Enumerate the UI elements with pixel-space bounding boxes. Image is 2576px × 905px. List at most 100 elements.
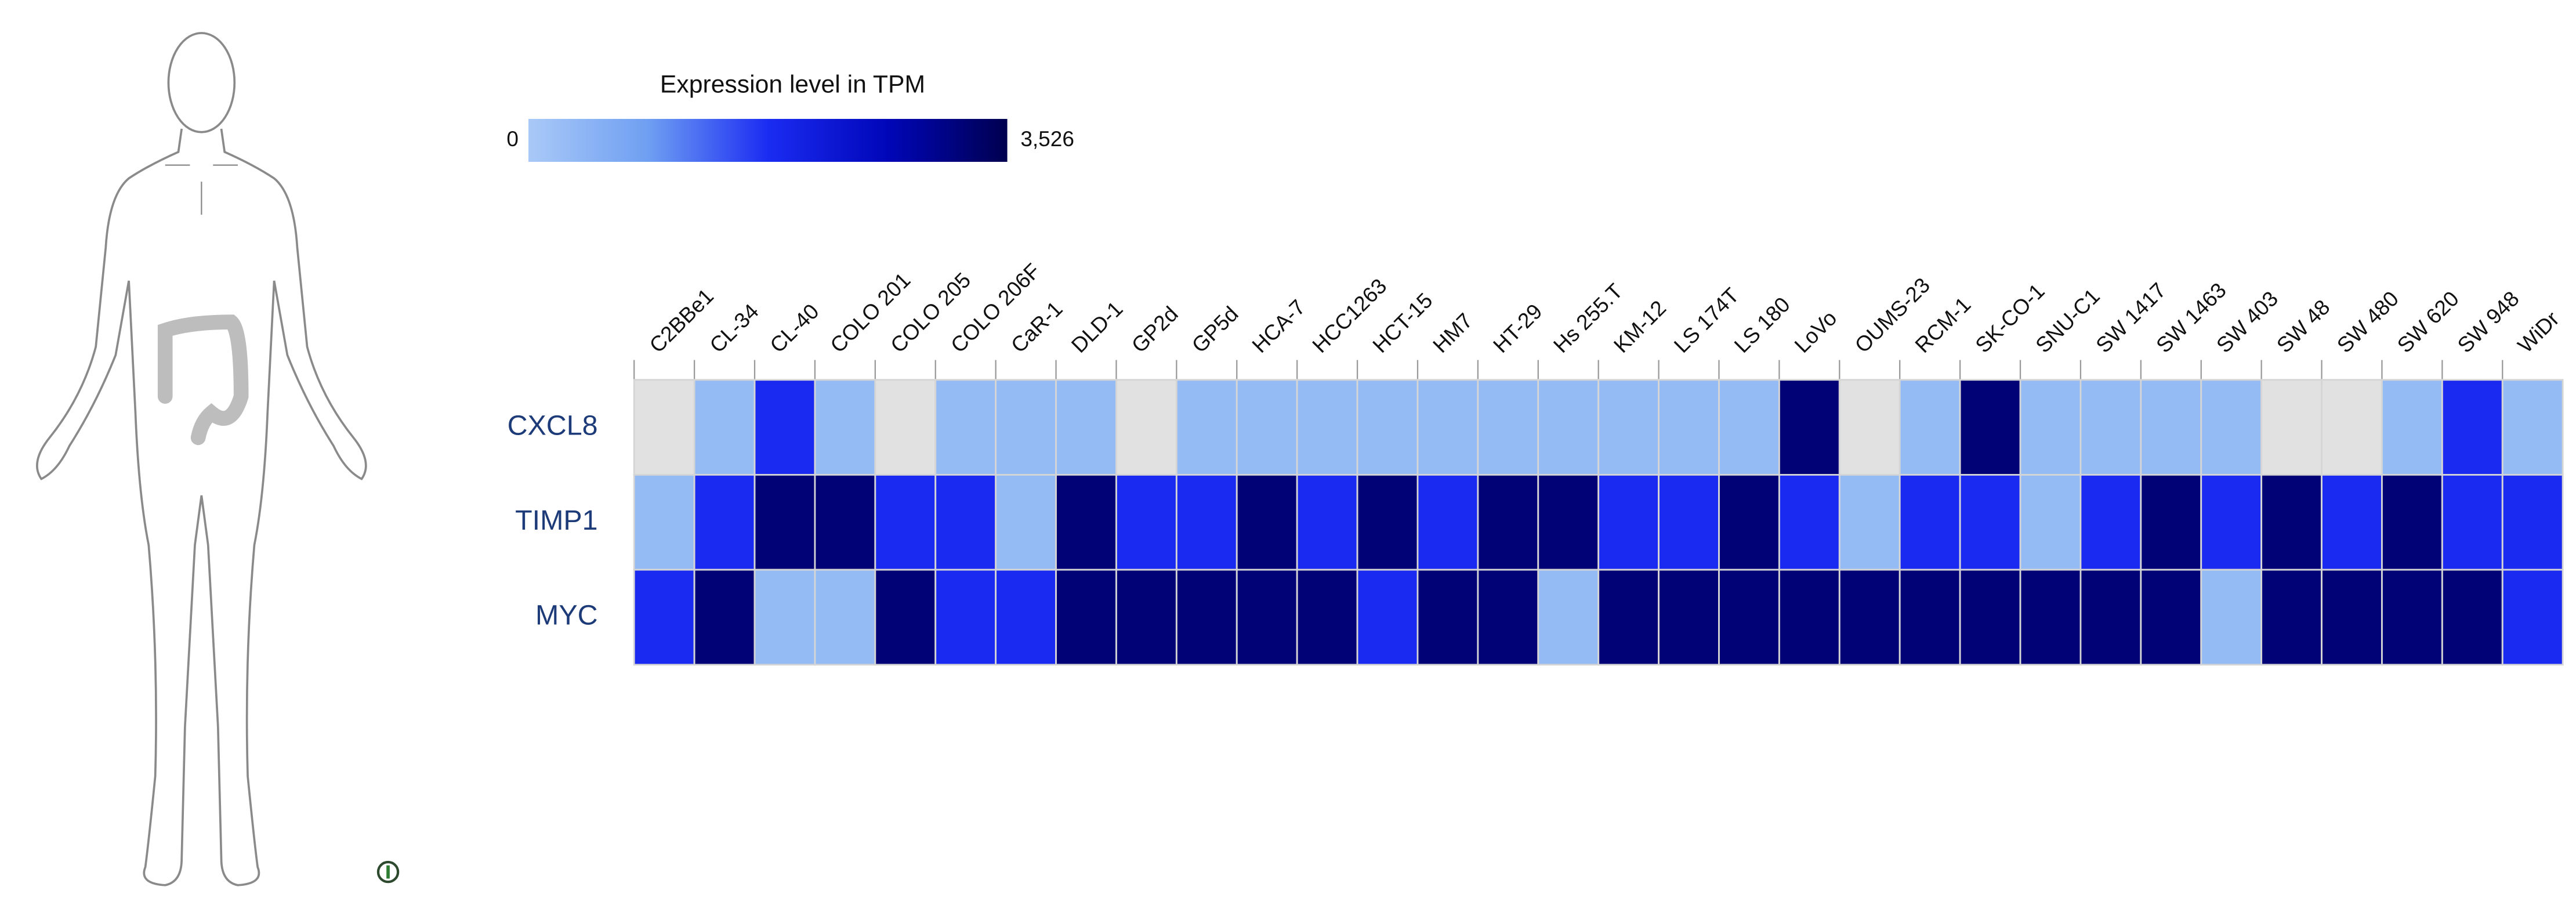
heatmap-cell (874, 569, 937, 666)
column-label: C2BBe1 (645, 284, 718, 357)
heatmap-cell (2079, 379, 2142, 476)
missing-cell (1838, 379, 1901, 476)
heatmap-cell (1597, 379, 1660, 476)
heatmap-cell (2501, 474, 2564, 571)
heatmap-cell (1597, 474, 1660, 571)
heatmap-cell (2321, 569, 2383, 666)
heatmap-cell (874, 474, 937, 571)
heatmap-cell (1537, 474, 1600, 571)
heatmap-cell (1899, 474, 1961, 571)
heatmap-cell (814, 474, 876, 571)
column-label: CL-34 (705, 299, 763, 357)
heatmap-cell (934, 474, 997, 571)
heatmap-cell (2019, 379, 2082, 476)
column-label: HCA-7 (1248, 295, 1310, 358)
heatmap-cell (934, 379, 997, 476)
heatmap-cell (1959, 379, 2021, 476)
heatmap-cell (934, 569, 997, 666)
heatmap-cell (995, 474, 1057, 571)
heatmap-cell (1236, 474, 1298, 571)
heatmap-cell (1597, 569, 1660, 666)
missing-cell (633, 379, 695, 476)
heatmap-cell (2321, 474, 2383, 571)
heatmap-cell (1899, 379, 1961, 476)
heatmap-cell (1356, 569, 1419, 666)
heatmap-cell (1055, 379, 1117, 476)
column-label: GP2d (1127, 302, 1183, 357)
heatmap-cell (1416, 474, 1479, 571)
heatmap-cell (1175, 379, 1238, 476)
heatmap-cell (1838, 569, 1901, 666)
heatmap-cell (1356, 379, 1419, 476)
heatmap-cell (1236, 379, 1298, 476)
row-label: CXCL8 (508, 410, 598, 441)
heatmap-cell (633, 474, 695, 571)
heatmap-cell (2200, 474, 2263, 571)
column-label: SW 480 (2332, 287, 2403, 357)
column-label: LS 174T (1669, 283, 1744, 357)
heatmap-cell (995, 569, 1057, 666)
heatmap-cell (753, 569, 816, 666)
column-label: SW 948 (2453, 287, 2524, 357)
heatmap-cell (1658, 379, 1720, 476)
heatmap-cell (1175, 569, 1238, 666)
column-label: DLD-1 (1067, 296, 1128, 357)
info-icon[interactable] (376, 860, 400, 884)
heatmap-cell (1477, 474, 1539, 571)
heatmap-cell (1416, 379, 1479, 476)
heatmap-cell (2441, 379, 2503, 476)
heatmap-cell (1055, 474, 1117, 571)
heatmap-cell (2079, 569, 2142, 666)
heatmap-cell (2200, 379, 2263, 476)
heatmap-cell (693, 379, 756, 476)
heatmap-cell (2079, 474, 2142, 571)
heatmap-cell (2140, 474, 2202, 571)
heatmap-cell (2140, 379, 2202, 476)
body-figure (36, 32, 367, 886)
heatmap-cell (2140, 569, 2202, 666)
heatmap-cell (2200, 569, 2263, 666)
heatmap-cell (1296, 474, 1358, 571)
heatmap-cell (1296, 379, 1358, 476)
column-label: KM-12 (1609, 296, 1671, 357)
column-label: SW 620 (2393, 287, 2463, 357)
heatmap-cell (693, 474, 756, 571)
heatmap-cell (1658, 569, 1720, 666)
heatmap-cell (1959, 569, 2021, 666)
heatmap-cell (633, 569, 695, 666)
column-label: CaR-1 (1006, 296, 1067, 357)
heatmap-cell (1718, 379, 1780, 476)
heatmap-cell (2381, 474, 2443, 571)
colorbar-tick-label: 3,526 (1020, 127, 1074, 151)
heatmap-cell (2441, 569, 2503, 666)
heatmap-cell (1658, 474, 1720, 571)
heatmap-cell (1477, 569, 1539, 666)
colorbar (528, 118, 1008, 162)
missing-cell (874, 379, 937, 476)
heatmap-cell (2381, 569, 2443, 666)
heatmap-cell (2260, 569, 2323, 666)
heatmap-cell (2019, 569, 2082, 666)
heatmap-cell (2381, 379, 2443, 476)
column-label: WiDr (2513, 307, 2564, 357)
heatmap-cell (753, 474, 816, 571)
heatmap-cell (1236, 569, 1298, 666)
heatmap-cell (1356, 474, 1419, 571)
heatmap-cell (1055, 569, 1117, 666)
heatmap-cell (2441, 474, 2503, 571)
column-label: CL-40 (765, 299, 823, 357)
heatmap-cell (1537, 569, 1600, 666)
heatmap-cell (1778, 474, 1840, 571)
column-label: GP5d (1187, 302, 1243, 357)
heatmap-cell (753, 379, 816, 476)
heatmap-cell (995, 379, 1057, 476)
heatmap-cell (1477, 379, 1539, 476)
heatmap-cell (2260, 474, 2323, 571)
column-label: LoVo (1790, 306, 1842, 357)
column-label: HT-29 (1488, 299, 1546, 357)
heatmap-cell (1778, 569, 1840, 666)
heatmap-cell (1718, 569, 1780, 666)
heatmap-cell (1175, 474, 1238, 571)
